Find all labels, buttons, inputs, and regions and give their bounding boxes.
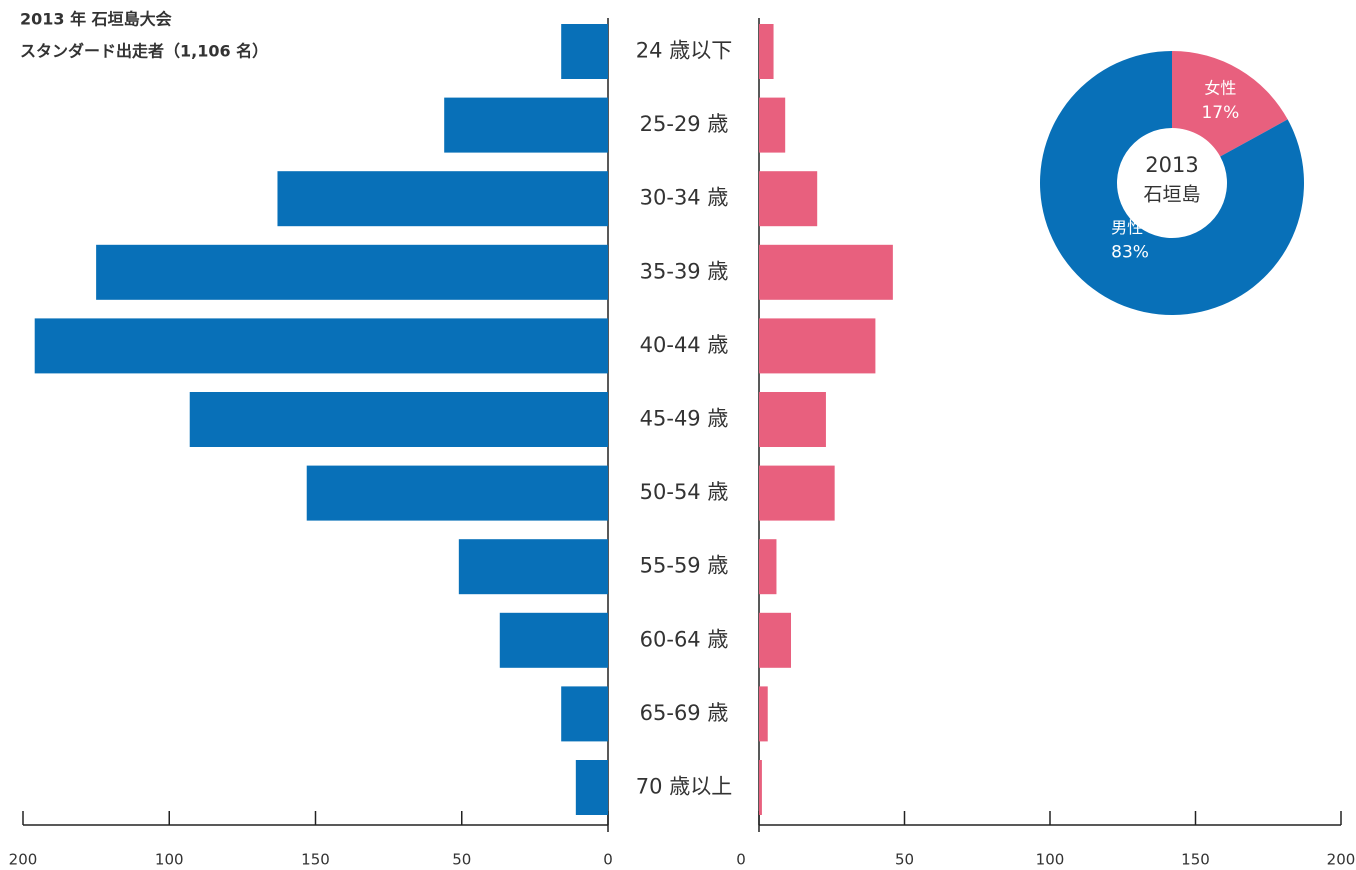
pie-slice: [1172, 51, 1288, 157]
category-label: 65-69 歳: [640, 701, 729, 725]
pie-slice: [1040, 51, 1304, 315]
bar: [759, 539, 777, 595]
bar: [277, 171, 608, 227]
bar: [575, 760, 608, 815]
slice-value-label: 17%: [1201, 103, 1239, 123]
bar: [759, 24, 774, 79]
bar: [444, 97, 608, 153]
pie-center-title: 2013: [1145, 153, 1198, 177]
bar: [759, 686, 768, 742]
bar: [306, 465, 608, 521]
bar: [499, 612, 608, 668]
category-label: 30-34 歳: [640, 186, 729, 210]
category-label: 35-39 歳: [640, 259, 729, 283]
bar: [759, 392, 826, 447]
x-tick-label: 100: [1036, 851, 1065, 869]
bar: [561, 24, 608, 79]
bar: [96, 244, 608, 300]
category-label: 70 歳以上: [636, 775, 732, 799]
bar: [759, 244, 893, 300]
x-tick-label: 100: [155, 851, 184, 869]
bar: [759, 465, 835, 521]
bar: [561, 686, 608, 742]
chart-title: 2013 年 石垣島大会: [20, 10, 172, 29]
category-label: 60-64 歳: [640, 627, 729, 651]
bar: [189, 392, 608, 447]
category-label: 25-29 歳: [640, 112, 729, 136]
bar: [458, 539, 608, 595]
bar: [759, 171, 818, 227]
chart-subtitle: スタンダード出走者（1,106 名）: [20, 42, 268, 61]
slice-label: 男性: [1111, 218, 1143, 237]
x-tick-label: 200: [1327, 851, 1356, 869]
category-label: 50-54 歳: [640, 480, 729, 504]
x-tick-label: 50: [452, 851, 471, 869]
bar: [759, 760, 762, 815]
x-tick-label: 0: [603, 851, 613, 869]
bar: [34, 318, 608, 374]
category-label: 24 歳以下: [636, 39, 732, 63]
x-tick-label: 150: [1181, 851, 1210, 869]
category-label: 55-59 歳: [640, 554, 729, 578]
x-tick-label: 200: [9, 851, 38, 869]
slice-value-label: 83%: [1111, 242, 1149, 262]
bar: [759, 97, 786, 153]
bar: [759, 612, 792, 668]
slice-label: 女性: [1204, 79, 1236, 98]
category-label: 40-44 歳: [640, 333, 729, 357]
x-tick-label: 50: [895, 851, 914, 869]
category-label: 45-49 歳: [640, 407, 729, 431]
bar: [759, 318, 876, 374]
x-tick-label: 150: [301, 851, 330, 869]
pie-center-subtitle: 石垣島: [1143, 184, 1200, 206]
x-tick-label: 0: [736, 851, 746, 869]
